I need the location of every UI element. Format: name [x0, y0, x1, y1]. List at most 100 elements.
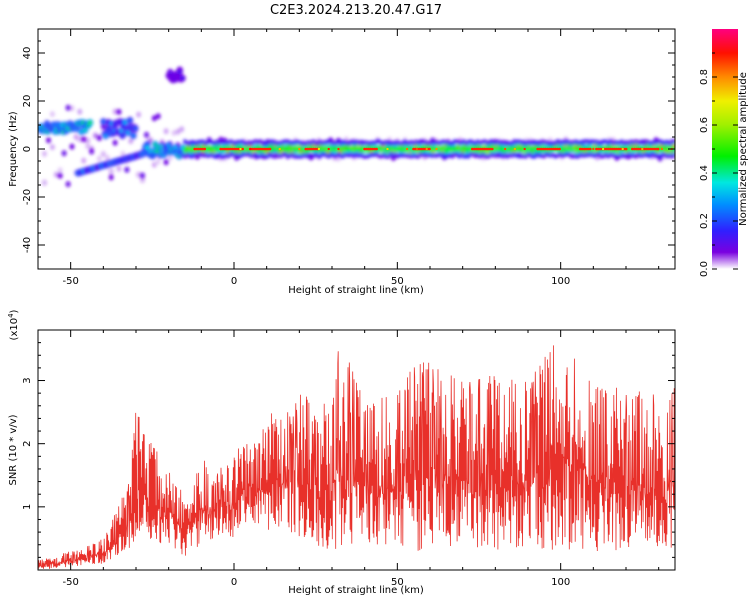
x-tick-label: -50	[62, 276, 78, 287]
y-tick-label: 20	[22, 95, 33, 108]
spectrogram-cell	[49, 111, 55, 118]
spectrogram-cell	[327, 147, 330, 151]
spectrogram-cell	[42, 150, 47, 157]
spectrogram-cell	[144, 131, 149, 138]
spectrogram-cell	[100, 151, 106, 157]
spectrogram-cell	[592, 147, 595, 151]
spectrogram-cell	[104, 154, 110, 161]
y-tick-label: -20	[22, 189, 33, 205]
spectrogram-cell	[151, 115, 157, 122]
spectrogram-cell	[120, 150, 126, 157]
colorbar-tick-label: 0.6	[699, 117, 710, 133]
y-tick-label: -40	[22, 237, 33, 253]
spectrogram-ylabel: Frequency (Hz)	[8, 111, 19, 187]
spectrogram-cell	[179, 126, 185, 133]
spectrogram-cell	[108, 174, 114, 181]
spectrogram-cell	[127, 118, 133, 123]
spectrogram-cell	[81, 136, 87, 143]
snr-xlabel: Height of straight line (km)	[288, 585, 424, 596]
spectrogram-cell	[513, 147, 517, 151]
spectrogram-cell	[46, 137, 51, 144]
colorbar-gradient	[712, 29, 738, 269]
spectrogram-cell	[175, 128, 181, 135]
spectrogram-cell	[163, 159, 169, 166]
spectrogram-cell	[145, 145, 150, 150]
spectrogram-cell	[85, 143, 91, 150]
y-tick-label: 2	[22, 440, 33, 446]
spectrogram-ticks: -50 0 50 100 40 20 0 -20 -40	[22, 29, 675, 287]
spectrogram-cell	[120, 133, 125, 138]
colorbar-tick-label: 0.8	[699, 69, 710, 85]
spectrogram-cell	[163, 128, 169, 135]
spectrogram-cell	[203, 147, 207, 151]
spectrogram-cell	[171, 130, 177, 136]
spectrogram-cell	[57, 172, 63, 179]
spectrogram-cell	[239, 147, 242, 151]
spectrogram-cell	[85, 137, 91, 144]
y-tick-label: 0	[22, 146, 33, 152]
spectrogram-cell	[61, 150, 67, 157]
snr-yscale-label: (x104)	[7, 309, 20, 340]
x-tick-label: 50	[391, 577, 404, 588]
colorbar-tick-label: 0.4	[699, 165, 710, 181]
snr-series-line	[38, 345, 675, 569]
spectrogram-cell	[557, 147, 561, 151]
spectrogram-cell	[435, 147, 438, 151]
colorbar-tick-label: 0.2	[699, 213, 710, 229]
spectrogram-cell	[96, 135, 102, 141]
spectrogram-cell	[106, 127, 112, 132]
spectrogram-cell	[150, 153, 156, 158]
spectrogram-cell	[241, 147, 244, 151]
spectrogram-cell	[298, 147, 301, 151]
x-tick-label: 100	[551, 276, 570, 287]
spectrogram-cell	[69, 105, 75, 112]
spectrogram-cell	[140, 177, 145, 183]
snr-ylabel: SNR (10 * v/v)	[8, 414, 19, 485]
spectrogram-cell	[219, 147, 223, 151]
spectrogram-cell	[177, 70, 182, 75]
spectrogram-cell	[131, 133, 136, 138]
spectrogram-cell	[133, 126, 138, 131]
spectrogram-cell	[180, 76, 185, 81]
spectrogram-cell	[159, 138, 165, 145]
spectrogram-cell	[672, 153, 675, 158]
spectrogram-cell	[317, 147, 321, 151]
spectrogram-xlabel: Height of straight line (km)	[288, 285, 424, 296]
spectrogram-cell	[374, 147, 378, 151]
spectrogram-cell	[660, 147, 664, 151]
y-tick-label: 3	[22, 377, 33, 383]
spectrogram-cell	[140, 172, 145, 179]
spectrogram-cell	[386, 147, 389, 151]
spectrogram-cell	[87, 120, 93, 125]
spectrogram-cell	[405, 147, 409, 151]
spectrogram-cell	[112, 108, 118, 115]
spectrogram-cell	[125, 130, 131, 135]
spectrogram-cell	[53, 171, 59, 178]
spectrogram-cell	[77, 136, 83, 143]
spectrogram-cell	[136, 171, 142, 178]
spectrogram-cell	[151, 161, 157, 168]
spectrogram-cell	[65, 181, 71, 188]
spectrogram-cell	[124, 166, 130, 173]
y-tick-label: 1	[22, 504, 33, 510]
spectrogram-cell	[93, 132, 98, 139]
colorbar-tick-label: 0.0	[699, 261, 710, 277]
spectrogram-cell	[624, 147, 628, 151]
colorbar-label: Normalized spectral amplitude	[738, 72, 749, 226]
spectrogram-cell	[73, 134, 79, 140]
spectrogram-cell	[278, 147, 281, 151]
spectrogram-cell	[415, 147, 419, 151]
spectrogram-cell	[503, 147, 507, 151]
spectrogram-cell	[101, 119, 106, 124]
spectrogram-cell	[96, 155, 102, 162]
figure-title: C2E3.2024.213.20.47.G17	[270, 3, 442, 18]
x-tick-label: 100	[551, 577, 570, 588]
spectrogram-cell	[168, 70, 173, 75]
colorbar: 0.0 0.2 0.4 0.6 0.8 Normalized spectral ampl…	[699, 29, 749, 277]
spectrogram-cell	[116, 108, 122, 115]
spectrogram-cell	[42, 179, 47, 186]
spectrogram-cell	[112, 139, 118, 146]
spectrogram-cell	[427, 147, 431, 151]
spectrogram-cell	[601, 147, 605, 151]
spectrogram-cell	[523, 147, 526, 151]
